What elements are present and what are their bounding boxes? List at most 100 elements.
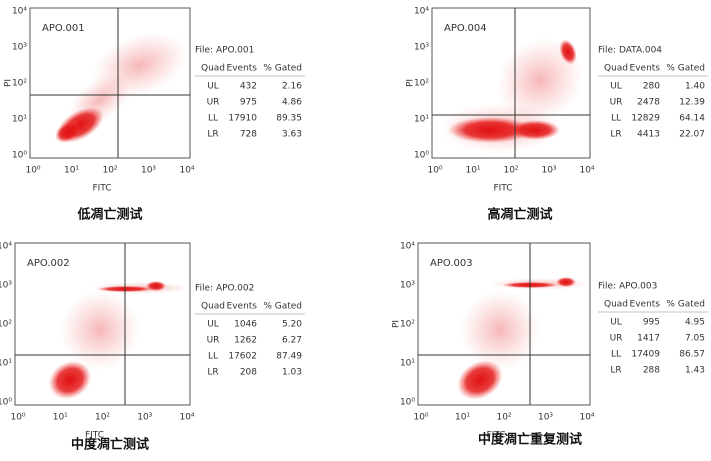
x-tick-label: 10⁴	[179, 413, 194, 423]
table-cell: UR	[610, 98, 623, 108]
x-tick-label: 10⁴	[579, 166, 594, 176]
panel-label: APO.001	[42, 23, 85, 34]
table-cell: 1046	[234, 320, 257, 330]
x-tick-label: 10⁴	[579, 413, 594, 423]
table-cell: 1417	[637, 334, 660, 344]
table-header: % Gated	[666, 300, 705, 310]
table-header: Events	[227, 64, 258, 74]
x-axis-label: FITC	[493, 184, 512, 194]
table-cell: LR	[610, 130, 621, 140]
table-cell: LR	[207, 130, 218, 140]
table-cell: 2478	[637, 98, 660, 108]
y-tick-label: 10²	[414, 79, 429, 89]
table-cell: 17602	[228, 352, 257, 362]
table-cell: 5.20	[282, 320, 302, 330]
table-cell: LL	[208, 352, 218, 362]
x-tick-label: 10⁰	[427, 166, 442, 176]
x-tick-label: 10²	[102, 166, 117, 176]
x-axis-label: FITC	[486, 431, 505, 441]
table-cell: 975	[240, 98, 257, 108]
x-tick-label: 10¹	[53, 413, 68, 423]
y-tick-label: 10⁴	[400, 242, 415, 252]
table-header: Quad	[604, 64, 628, 74]
table-cell: 728	[240, 130, 257, 140]
table-cell: 17910	[228, 114, 257, 124]
table-cell: 208	[240, 368, 257, 378]
y-tick-label: 10²	[12, 79, 27, 89]
y-tick-label: 10¹	[0, 359, 12, 369]
flow-panel: APO.003 10⁰ 10⁰ 10¹ 10¹ 10² 10² 10³ 10³ 10⁴ 10⁴ FIT…	[392, 242, 708, 448]
x-tick-label: 10²	[503, 166, 518, 176]
panel-label: APO.004	[444, 23, 487, 34]
density-cloud	[146, 281, 166, 291]
file-name: File: APO.001	[195, 46, 254, 56]
x-tick-label: 10¹	[64, 166, 79, 176]
y-tick-label: 10⁰	[12, 151, 27, 161]
x-tick-label: 10⁰	[10, 413, 25, 423]
table-cell: 17409	[631, 350, 660, 360]
flow-panel: APO.001 10⁰ 10⁰ 10¹ 10¹ 10² 10² 10³ 10³ 10⁴ 10⁴ FIT…	[4, 7, 305, 223]
density-cloud	[48, 360, 92, 400]
density-cloud	[460, 290, 540, 370]
table-header: Events	[227, 302, 258, 312]
x-tick-label: 10¹	[465, 166, 480, 176]
density-cloud	[510, 120, 560, 140]
density-cloud	[448, 117, 532, 143]
table-cell: 995	[643, 318, 660, 328]
y-tick-label: 10³	[0, 281, 12, 291]
table-header: Quad	[604, 300, 628, 310]
file-name: File: APO.003	[598, 282, 657, 292]
y-axis-label: PI	[4, 79, 14, 87]
density-cloud	[559, 39, 577, 65]
panel-caption: 中度凋亡重复测试	[478, 432, 582, 448]
table-cell: UR	[610, 334, 623, 344]
table-cell: 89.35	[276, 114, 302, 124]
table-cell: 4.86	[282, 98, 302, 108]
y-tick-label: 10³	[400, 281, 415, 291]
table-cell: 4413	[637, 130, 660, 140]
density-cloud	[60, 290, 140, 370]
table-cell: UR	[207, 336, 220, 346]
y-tick-label: 10³	[12, 43, 27, 53]
y-tick-label: 10¹	[400, 359, 415, 369]
table-header: % Gated	[666, 64, 705, 74]
table-cell: 1262	[234, 336, 257, 346]
y-tick-label: 10¹	[12, 115, 27, 125]
table-cell: UL	[610, 82, 622, 92]
y-tick-label: 10⁰	[414, 151, 429, 161]
density-cloud	[556, 277, 576, 287]
panel-caption: 低凋亡测试	[76, 207, 142, 223]
panel-label: APO.002	[27, 258, 70, 269]
table-cell: LL	[611, 350, 621, 360]
x-tick-label: 10⁰	[413, 413, 428, 423]
y-axis-label: PI	[406, 79, 416, 87]
file-name: File: APO.002	[195, 284, 254, 294]
density-cloud	[457, 360, 503, 400]
table-header: Quad	[201, 302, 225, 312]
flow-panel: APO.002 10⁰ 10⁰ 10¹ 10¹ 10² 10² 10³ 10³ 10⁴ 10⁴ FIT…	[0, 242, 305, 453]
table-cell: UL	[207, 320, 219, 330]
table-cell: 6.27	[282, 336, 302, 346]
table-header: Events	[630, 300, 661, 310]
panel-label: APO.003	[430, 258, 473, 269]
table-cell: 12829	[631, 114, 660, 124]
table-cell: 1.43	[685, 366, 705, 376]
density-cloud	[496, 37, 584, 123]
table-cell: 1.03	[282, 368, 302, 378]
x-tick-label: 10²	[496, 413, 511, 423]
table-cell: LR	[207, 368, 218, 378]
table-cell: 3.63	[282, 130, 302, 140]
x-axis-label: FITC	[92, 184, 111, 194]
y-tick-label: 10⁰	[0, 398, 12, 408]
x-tick-label: 10²	[95, 413, 110, 423]
table-header: % Gated	[263, 302, 302, 312]
table-cell: UL	[610, 318, 622, 328]
table-cell: 86.57	[679, 350, 705, 360]
table-cell: 1.40	[685, 82, 705, 92]
panel-caption: 高凋亡测试	[487, 207, 552, 223]
table-cell: 64.14	[679, 114, 705, 124]
table-cell: LL	[611, 114, 621, 124]
table-cell: UR	[207, 98, 220, 108]
table-cell: 7.05	[685, 334, 705, 344]
y-tick-label: 10²	[400, 320, 415, 330]
